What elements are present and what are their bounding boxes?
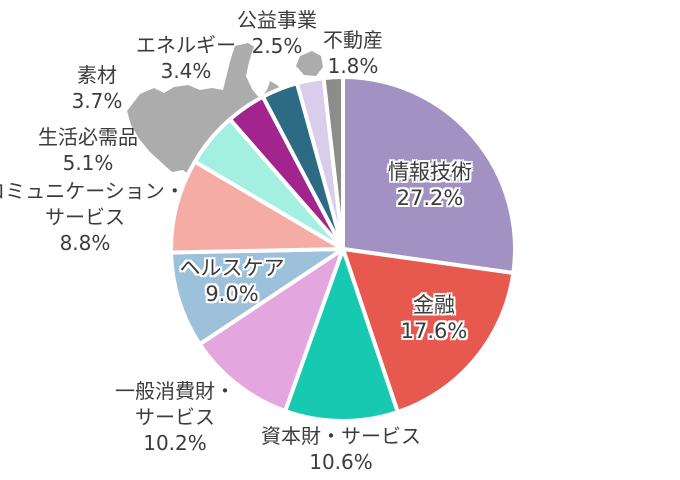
- pie-slice-real-estate: [321, 75, 345, 251]
- slice-name: 情報技術: [388, 160, 472, 184]
- slice-percent: 27.2%: [396, 186, 464, 210]
- slice-name: 金融: [413, 293, 455, 317]
- pie-slices: [169, 75, 517, 423]
- label-health-care: ヘルスケア 9.0%: [180, 255, 285, 307]
- slice-name: 公益事業: [237, 8, 317, 32]
- slice-name: ヘルスケア: [179, 256, 285, 280]
- slice-percent: 10.6%: [309, 450, 373, 474]
- slice-percent: 2.5%: [251, 34, 303, 58]
- slice-name: コミュニケーション・: [0, 179, 185, 203]
- slice-name: 一般消費財・: [115, 379, 235, 403]
- slice-percent: 5.1%: [62, 151, 114, 175]
- label-consumer-staples: 生活必需品 5.1%: [38, 124, 138, 176]
- pie-slice-industrials: [283, 247, 400, 423]
- slice-percent: 8.8%: [59, 231, 111, 255]
- pie-slice-consumer-discretionary: [197, 247, 345, 413]
- slice-percent: 17.6%: [400, 319, 468, 343]
- slice-name: 素材: [77, 63, 117, 87]
- slice-name: 資本財・サービス: [261, 424, 421, 448]
- label-materials: 素材 3.7%: [72, 62, 123, 114]
- label-consumer-discretionary: 一般消費財・ サービス 10.2%: [115, 378, 235, 456]
- slice-percent: 9.0%: [205, 282, 259, 306]
- leader-callout-real-estate: [296, 51, 323, 76]
- slice-percent: 1.8%: [327, 54, 379, 78]
- label-communication-services: コミュニケーション・ サービス 8.8%: [0, 178, 185, 256]
- label-financials: 金融 17.6%: [401, 292, 468, 344]
- label-information-technology: 情報技術 27.2%: [388, 159, 472, 211]
- slice-name: サービス: [135, 405, 215, 429]
- label-utilities: 公益事業 2.5%: [237, 7, 317, 59]
- label-industrials: 資本財・サービス 10.6%: [261, 423, 421, 475]
- slice-percent: 3.7%: [71, 89, 123, 113]
- slice-percent: 3.4%: [160, 59, 212, 83]
- label-energy: エネルギー 3.4%: [136, 32, 236, 84]
- slice-name: 生活必需品: [38, 125, 138, 149]
- slice-name: サービス: [44, 205, 125, 229]
- slice-name: 不動産: [323, 28, 383, 52]
- slice-percent: 10.2%: [143, 431, 207, 455]
- label-real-estate: 不動産 1.8%: [323, 27, 383, 79]
- pie-slice-information-technology: [341, 75, 517, 275]
- slice-name: エネルギー: [136, 33, 236, 57]
